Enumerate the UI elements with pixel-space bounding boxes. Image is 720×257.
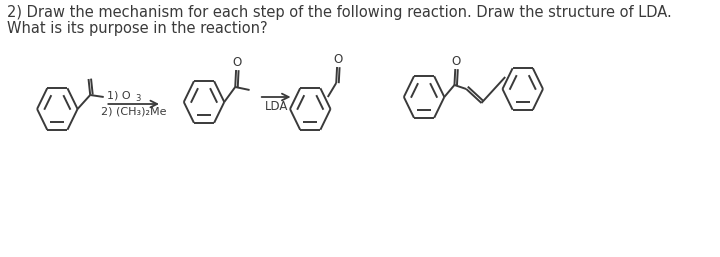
- Text: 3: 3: [135, 94, 140, 103]
- Text: 2) (CH₃)₂Me: 2) (CH₃)₂Me: [101, 107, 166, 117]
- Text: 1) O: 1) O: [107, 91, 130, 101]
- Text: O: O: [451, 55, 461, 68]
- Text: O: O: [233, 56, 241, 69]
- Text: O: O: [333, 53, 343, 66]
- Text: What is its purpose in the reaction?: What is its purpose in the reaction?: [6, 21, 267, 36]
- Text: 2) Draw the mechanism for each step of the following reaction. Draw the structur: 2) Draw the mechanism for each step of t…: [6, 5, 672, 20]
- Text: LDA: LDA: [264, 100, 288, 113]
